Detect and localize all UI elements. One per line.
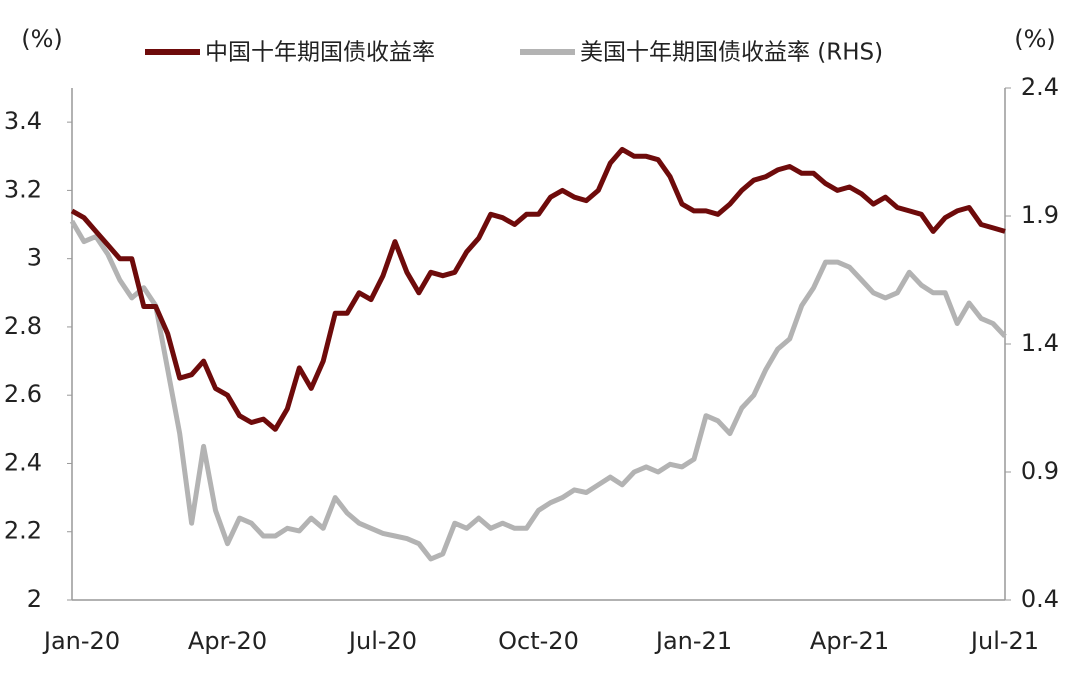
y-tick-label: 2.4 [4, 448, 42, 476]
x-tick-label: Jan-20 [42, 627, 120, 655]
line-series [70, 146, 1006, 432]
y-tick-label: 2 [27, 585, 42, 613]
y-tick-label: 2.2 [4, 517, 42, 545]
y2-tick-label: 0.9 [1021, 457, 1059, 485]
y-tick-label: 3.4 [4, 107, 42, 135]
y2-tick-label: 0.4 [1021, 585, 1059, 613]
legend-label: 美国十年期国债收益率 (RHS) [580, 40, 883, 66]
y2-tick-label: 1.9 [1021, 201, 1059, 229]
x-tick-label: Apr-21 [810, 627, 889, 655]
y2-tick-label: 1.4 [1021, 329, 1059, 357]
y-axis-label: (%) [21, 25, 63, 53]
x-tick-label: Jul-21 [969, 627, 1039, 655]
y-tick-label: 2.8 [4, 312, 42, 340]
y-tick-label: 3.2 [4, 175, 42, 203]
y-tick-label: 2.6 [4, 380, 42, 408]
y2-tick-label: 2.4 [1021, 73, 1059, 101]
x-tick-label: Oct-20 [498, 627, 579, 655]
y-tick-label: 3 [27, 244, 42, 272]
y2-axis-label: (%) [1014, 25, 1056, 53]
x-tick-label: Jul-20 [347, 627, 417, 655]
x-tick-label: Apr-20 [188, 627, 267, 655]
legend-label: 中国十年期国债收益率 [205, 40, 435, 66]
line-series [69, 219, 1007, 562]
x-tick-label: Jan-21 [654, 627, 732, 655]
